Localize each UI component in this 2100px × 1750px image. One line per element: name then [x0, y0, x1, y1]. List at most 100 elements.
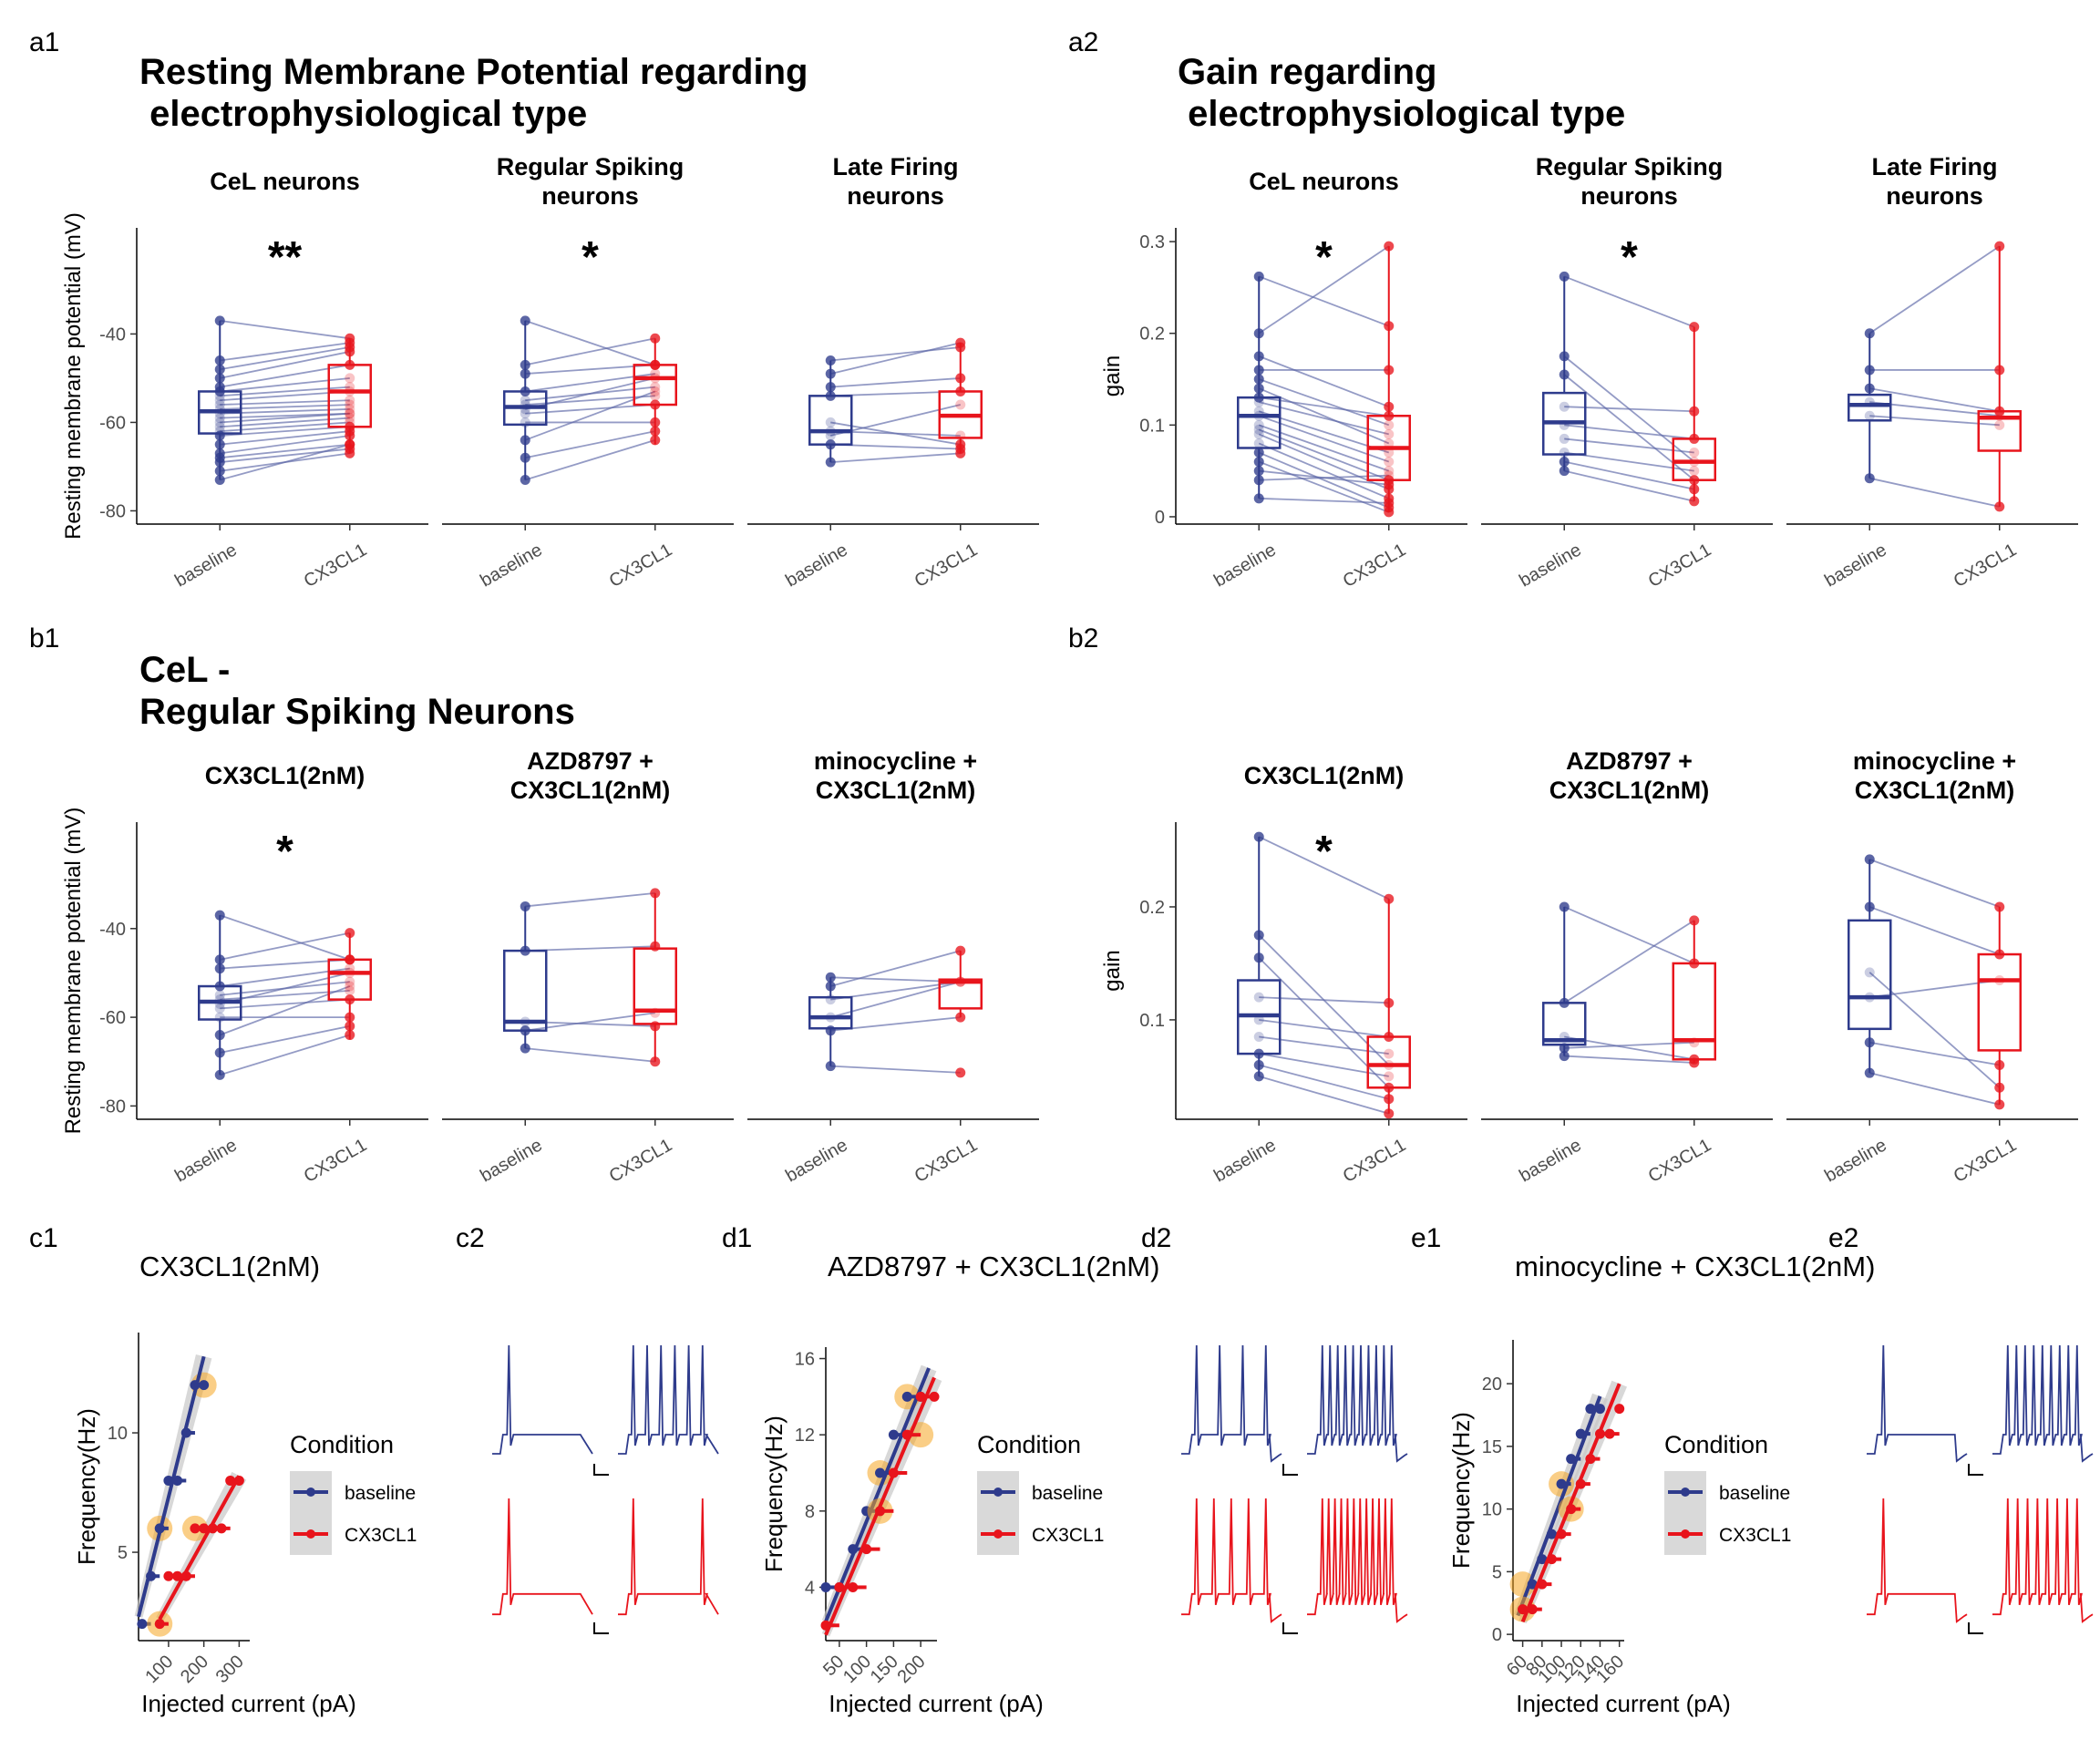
facet-title: Regular Spiking [497, 153, 685, 180]
voltage-trace [1867, 1498, 1968, 1623]
paired-line [830, 377, 961, 388]
facet-title: CeL neurons [1249, 168, 1399, 195]
paired-line [525, 337, 655, 366]
data-point [1253, 493, 1264, 504]
data-point [1689, 457, 1700, 468]
data-point [955, 945, 966, 956]
data-point [1689, 915, 1700, 926]
facet-title: neurons [1886, 182, 1983, 210]
facet-title: AZD8797 + [527, 747, 654, 775]
x-tick-label: baseline [1821, 1135, 1890, 1186]
data-point [650, 333, 661, 344]
data-point [1994, 419, 2005, 430]
data-point [1994, 241, 2005, 252]
boxplot-panel-b2: gain CX3CL1(2nM) 0.1 0.2 baseline CX3CL1 * AZD8… [1100, 747, 2078, 1187]
x-tick-label: 100 [141, 1652, 177, 1687]
data-point [1689, 475, 1700, 486]
paired-line [1868, 245, 2001, 335]
data-point [825, 1012, 836, 1023]
paired-line [1259, 1064, 1389, 1100]
title-a2-line1: Gain regarding [1178, 52, 1437, 92]
data-point [1864, 365, 1875, 376]
box [938, 978, 983, 1010]
paired-line [1564, 469, 1694, 502]
facet-title: neurons [541, 182, 639, 210]
data-point [1689, 448, 1700, 458]
legend-d1: Condition baseline CX3CL1 [977, 1431, 1104, 1555]
legend-label: CX3CL1 [345, 1525, 417, 1546]
x-axis-title: Injected current (pA) [829, 1690, 1044, 1717]
data-point [650, 1021, 661, 1032]
data-point [1384, 448, 1395, 458]
paired-line [830, 1065, 961, 1074]
data-point [345, 994, 355, 1005]
box [1977, 952, 2022, 1052]
data-point [1253, 457, 1264, 468]
data-point [345, 404, 355, 415]
data-point [520, 1025, 530, 1036]
title-a1-line2: electrophysiological type [139, 94, 587, 134]
paired-line [1869, 477, 2000, 508]
y-tick-label: 0.2 [1139, 898, 1165, 918]
voltage-trace [1181, 1498, 1282, 1623]
data-point [1384, 419, 1395, 430]
data-point [1253, 992, 1264, 1003]
data-point [1559, 271, 1570, 282]
data-point [345, 386, 355, 396]
y-axis-title: Resting membrane potential (mV) [61, 808, 86, 1135]
data-point [214, 413, 225, 424]
data-point [955, 430, 966, 441]
data-point [214, 439, 225, 450]
panel-letter-c2: c2 [456, 1223, 485, 1253]
data-point [650, 359, 661, 370]
data-point [214, 1012, 225, 1023]
data-point [1384, 241, 1395, 252]
data-point [345, 359, 355, 370]
paired-line [220, 319, 350, 340]
paired-line [525, 430, 655, 459]
data-point [1559, 1043, 1570, 1054]
paired-line [220, 417, 350, 428]
paired-line [830, 452, 961, 463]
legend-key-point [1681, 1488, 1690, 1497]
data-point [345, 967, 355, 978]
legend-label: CX3CL1 [1719, 1525, 1791, 1546]
voltage-trace [1992, 1498, 2094, 1623]
data-point [1253, 1071, 1264, 1082]
data-point [1689, 484, 1700, 495]
panel-letter-d2: d2 [1141, 1223, 1171, 1253]
paired-line [524, 438, 656, 481]
y-tick-label: 0.1 [1139, 416, 1165, 436]
x-tick-label: baseline [782, 1135, 851, 1186]
x-tick-label: baseline [171, 540, 241, 591]
data-point [1384, 1048, 1395, 1059]
data-point [1864, 473, 1875, 484]
data-point [1864, 992, 1875, 1003]
x-tick-label: baseline [477, 540, 546, 591]
legend-label: CX3CL1 [1032, 1525, 1104, 1546]
data-point [955, 337, 966, 348]
paired-line [220, 364, 350, 388]
x-tick-label: CX3CL1 [301, 1135, 370, 1187]
voltage-trace [618, 1498, 719, 1616]
legend-label: baseline [1719, 1483, 1790, 1504]
facet-title: CeL neurons [210, 168, 360, 195]
data-point [1253, 424, 1264, 435]
data-point [1384, 428, 1395, 439]
x-axis-title: Injected current (pA) [141, 1690, 356, 1717]
data-point [214, 963, 225, 974]
data-point [1253, 1060, 1264, 1071]
data-point [520, 1043, 530, 1054]
data-point [650, 390, 661, 401]
data-point [345, 985, 355, 996]
data-point [1994, 406, 2005, 417]
data-point [345, 1030, 355, 1041]
voltage-trace [492, 1344, 593, 1455]
example-traces-d2 [1181, 1344, 1408, 1634]
data-point [520, 901, 530, 911]
legend-e1: Condition baseline CX3CL1 [1664, 1431, 1791, 1555]
data-point [345, 1021, 355, 1032]
data-point [1253, 428, 1264, 439]
data-point [214, 315, 225, 326]
paired-line [1563, 920, 1695, 1004]
